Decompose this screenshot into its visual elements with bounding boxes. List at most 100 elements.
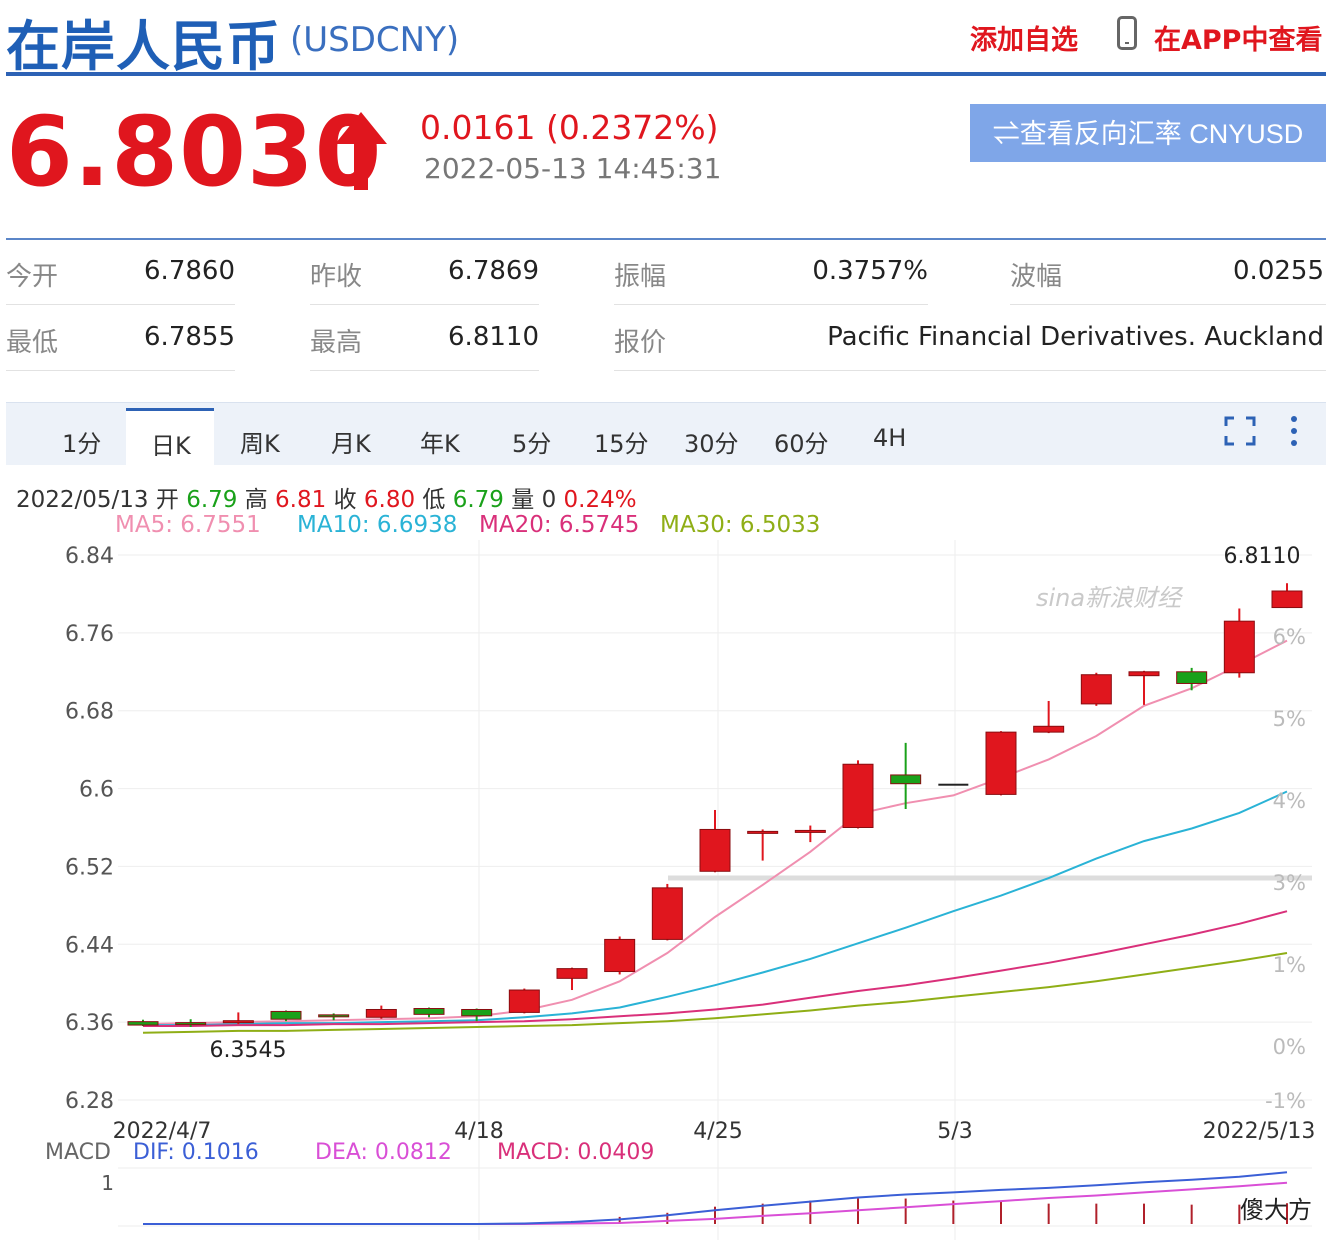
pct-tick-label: 0%: [1273, 1035, 1306, 1059]
info-date: 2022/05/13: [16, 487, 149, 513]
stat-prev-close-value: 6.7869: [448, 256, 539, 286]
candle-body: [1128, 671, 1160, 677]
stat-divider: [6, 304, 235, 305]
stat-low-label: 最低: [6, 328, 59, 358]
ma20-line: [143, 910, 1288, 1027]
candle-body: [461, 1008, 493, 1017]
x-tick-label: 2022/4/7: [113, 1119, 212, 1144]
macd-label: MACD: [45, 1140, 111, 1165]
pct-tick-label: 4%: [1273, 789, 1306, 813]
pct-tick-label: 5%: [1273, 707, 1306, 731]
y-tick-label: 6.84: [65, 544, 114, 569]
sina-watermark: sina新浪财经: [1036, 584, 1182, 612]
tab-monthly[interactable]: 月K: [331, 430, 371, 458]
stat-quote-value: Pacific Financial Derivatives. Auckland: [827, 322, 1324, 352]
candle-body: [1223, 620, 1255, 674]
y-tick-label: 6.52: [65, 855, 114, 880]
min-price-label: 6.3545: [210, 1038, 287, 1063]
candle-body: [747, 830, 779, 834]
candle-body: [651, 887, 683, 940]
candle-body: [1176, 671, 1208, 684]
page-title: 在岸人民币: [6, 15, 281, 78]
pct-tick-label: 3%: [1273, 871, 1306, 895]
tab-yearly[interactable]: 年K: [420, 430, 460, 458]
candle-body: [794, 829, 826, 833]
more-options-icon[interactable]: [1286, 414, 1302, 448]
y-tick-label: 6.44: [65, 933, 114, 958]
candle-body: [270, 1010, 302, 1020]
ma5-line: [142, 639, 1288, 1026]
author-watermark: 傻大方: [1240, 1196, 1312, 1224]
stat-open-value: 6.7860: [144, 256, 235, 286]
stat-divider: [1010, 304, 1326, 305]
tab-5min[interactable]: 5分: [512, 430, 552, 458]
price-change: 0.0161 (0.2372%): [420, 108, 719, 147]
x-tick-label: 4/18: [454, 1119, 503, 1144]
info-high-label: 高: [244, 487, 268, 513]
x-tick-label: 2022/5/13: [1203, 1119, 1316, 1144]
info-vol: 0: [541, 487, 557, 513]
reverse-rate-button[interactable]: ⇌查看反向汇率 CNYUSD: [970, 104, 1326, 162]
info-open: 6.79: [186, 487, 238, 513]
candle-body: [1033, 725, 1065, 733]
stat-quote-label: 报价: [614, 328, 667, 358]
up-arrow-icon: [335, 112, 387, 190]
fullscreen-icon[interactable]: [1224, 416, 1256, 446]
y-tick-label: 6.28: [65, 1089, 114, 1114]
tab-1min[interactable]: 1分: [62, 430, 102, 458]
ma5-legend: MA5: 6.7551: [115, 512, 261, 538]
candle-body: [699, 828, 731, 872]
tab-weekly[interactable]: 周K: [240, 430, 280, 458]
info-vol-label: 量: [511, 487, 535, 513]
stat-divider: [310, 304, 539, 305]
price-divider: [6, 238, 1326, 240]
pct-tick-label: 1%: [1273, 953, 1306, 977]
tab-15min[interactable]: 15分: [594, 430, 649, 458]
candle-body: [890, 774, 922, 785]
stat-amplitude-label: 振幅: [614, 262, 667, 292]
candle-body: [556, 968, 588, 979]
candle-body: [1271, 590, 1303, 609]
pct-tick-label: -1%: [1265, 1089, 1306, 1113]
y-tick-label: 6.36: [65, 1011, 114, 1036]
candle-body: [318, 1014, 350, 1018]
view-in-app-button[interactable]: 在APP中查看: [1154, 25, 1323, 56]
stat-high-value: 6.8110: [448, 322, 539, 352]
tab-4h[interactable]: 4H: [873, 424, 907, 452]
x-tick-label: 5/3: [937, 1119, 972, 1144]
candle-body: [365, 1008, 397, 1018]
add-watchlist-button[interactable]: 添加自选: [970, 25, 1078, 56]
y-tick-label: 6.6: [79, 778, 114, 803]
candle-body: [938, 783, 969, 786]
tab-daily[interactable]: 日K: [151, 432, 191, 460]
stat-high-label: 最高: [310, 328, 363, 358]
ma10-legend: MA10: 6.6938: [297, 512, 458, 538]
stat-low-value: 6.7855: [144, 322, 235, 352]
period-tabbar: [6, 402, 1326, 465]
pct-tick-label: 6%: [1273, 625, 1306, 649]
stat-divider: [310, 370, 539, 371]
active-tab-indicator: [126, 408, 214, 466]
macd-value-legend: MACD: 0.0409: [497, 1140, 654, 1165]
header-divider: [6, 72, 1326, 76]
candle-body: [985, 731, 1017, 795]
phone-icon: [1117, 16, 1137, 50]
y-tick-label: 6.76: [65, 622, 114, 647]
candle-body: [413, 1008, 445, 1015]
candle-body: [127, 1021, 159, 1026]
candle-body: [175, 1022, 207, 1026]
tab-30min[interactable]: 30分: [684, 430, 739, 458]
tab-60min[interactable]: 60分: [774, 430, 829, 458]
stat-divider: [614, 304, 928, 305]
max-price-label: 6.8110: [1224, 544, 1301, 569]
candle-body: [604, 938, 636, 973]
quote-time: 2022-05-13 14:45:31: [424, 152, 722, 185]
candle-body: [1080, 674, 1112, 705]
y-tick-label: 6.68: [65, 700, 114, 725]
info-pct: 0.24%: [563, 487, 637, 513]
ma10-line: [143, 790, 1288, 1027]
candle-body: [222, 1020, 254, 1024]
info-close-label: 收: [333, 487, 357, 513]
stat-divider: [614, 370, 1326, 371]
